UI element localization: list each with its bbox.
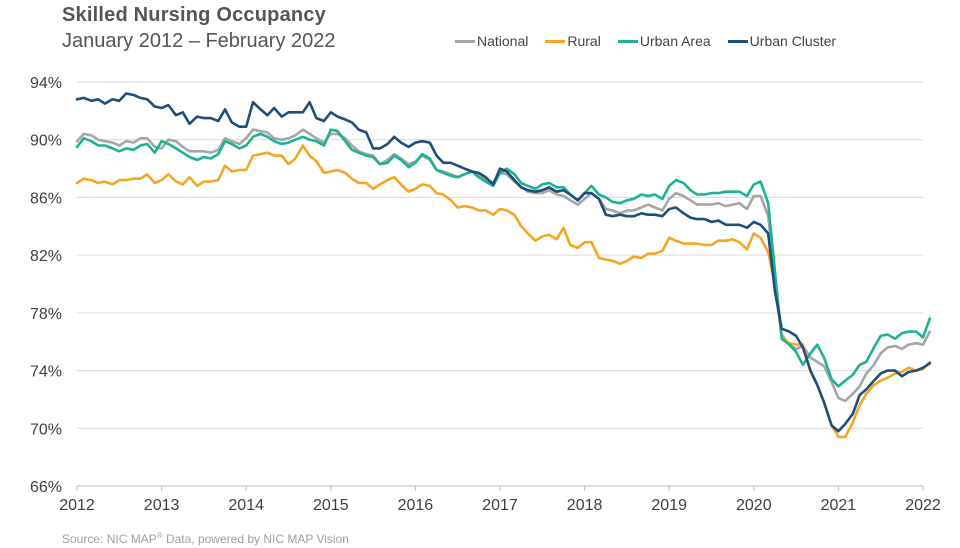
y-tick-label: 82%	[30, 248, 62, 265]
x-tick-label: 2018	[567, 497, 603, 514]
legend-item-urban-cluster: Urban Cluster	[727, 33, 837, 49]
y-tick-label: 70%	[30, 421, 62, 438]
chart-title: Skilled Nursing Occupancy	[62, 4, 326, 26]
y-axis-tick-labels: 66% 70% 74% 78% 82% 86% 90% 94%	[30, 75, 62, 496]
legend-swatch	[455, 39, 475, 43]
grid-lines	[76, 81, 924, 491]
y-tick-label: 94%	[30, 75, 62, 92]
chart-subtitle: January 2012 – February 2022	[62, 30, 336, 52]
x-tick-label: 2014	[228, 497, 264, 514]
x-tick-label: 2022	[905, 497, 941, 514]
series-line-urban-cluster	[75, 92, 932, 433]
legend-label: Urban Area	[639, 33, 711, 49]
y-tick-label: 86%	[30, 190, 62, 207]
legend-label: Urban Cluster	[749, 33, 837, 49]
y-tick-label: 74%	[30, 364, 62, 381]
y-tick-label: 90%	[30, 133, 62, 150]
legend-item-urban-area: Urban Area	[617, 33, 711, 49]
x-tick-label: 2021	[821, 497, 857, 514]
source-suffix: Data, powered by NIC MAP Vision	[162, 532, 349, 546]
x-tick-label: 2012	[59, 497, 95, 514]
legend-item-national: National	[455, 33, 528, 49]
x-tick-label: 2013	[144, 497, 180, 514]
legend-label: National	[477, 33, 529, 49]
registered-mark: ®	[156, 531, 163, 540]
legend-swatch	[727, 39, 748, 43]
chart-legend: National Rural Urban Area Urban Cluster	[455, 33, 853, 49]
x-tick-label: 2015	[313, 497, 349, 514]
legend-label: Rural	[567, 33, 601, 49]
x-tick-label: 2020	[736, 497, 772, 514]
source-prefix: Source: NIC MAP	[62, 532, 157, 546]
legend-swatch	[617, 39, 638, 43]
x-tick-label: 2017	[482, 497, 518, 514]
legend-swatch	[545, 39, 566, 43]
y-tick-label: 78%	[30, 306, 62, 323]
source-note: Source: NIC MAP® Data, powered by NIC MA…	[62, 531, 349, 546]
legend-item-rural: Rural	[545, 33, 601, 49]
x-axis-tick-labels: 2012 2013 2014 2015 2016 2017 2018 2019 2020 2021…	[59, 497, 941, 514]
x-tick-label: 2016	[398, 497, 434, 514]
y-tick-label: 66%	[30, 479, 62, 496]
series-line-rural	[75, 144, 932, 439]
x-tick-label: 2019	[651, 497, 687, 514]
series-lines	[75, 92, 932, 439]
